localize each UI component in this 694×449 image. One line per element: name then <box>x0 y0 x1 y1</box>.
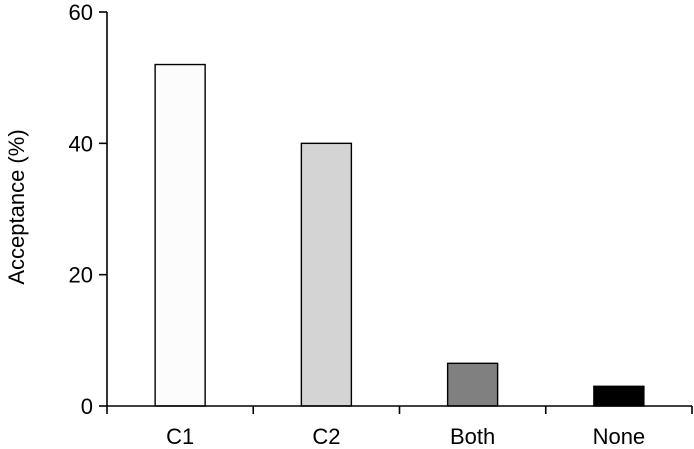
bar-c2 <box>300 142 353 407</box>
bar-none <box>593 385 645 407</box>
bar-both <box>446 362 499 407</box>
bar-c1 <box>154 63 206 407</box>
x-tick-label-both: Both <box>450 424 495 449</box>
y-tick-label-0: 0 <box>81 394 93 419</box>
labels-group: 0 20 40 60 C1 C2 Both None <box>69 0 646 449</box>
bars-group <box>154 63 645 407</box>
x-tick-label-c2: C2 <box>312 424 340 449</box>
y-tick-label-40: 40 <box>69 131 93 156</box>
y-tick-label-20: 20 <box>69 263 93 288</box>
y-tick-label-60: 60 <box>69 0 93 25</box>
x-tick-label-c1: C1 <box>166 424 194 449</box>
y-axis-title: Acceptance (%) <box>4 129 29 284</box>
x-tick-label-none: None <box>593 424 646 449</box>
axes-group <box>99 11 693 414</box>
